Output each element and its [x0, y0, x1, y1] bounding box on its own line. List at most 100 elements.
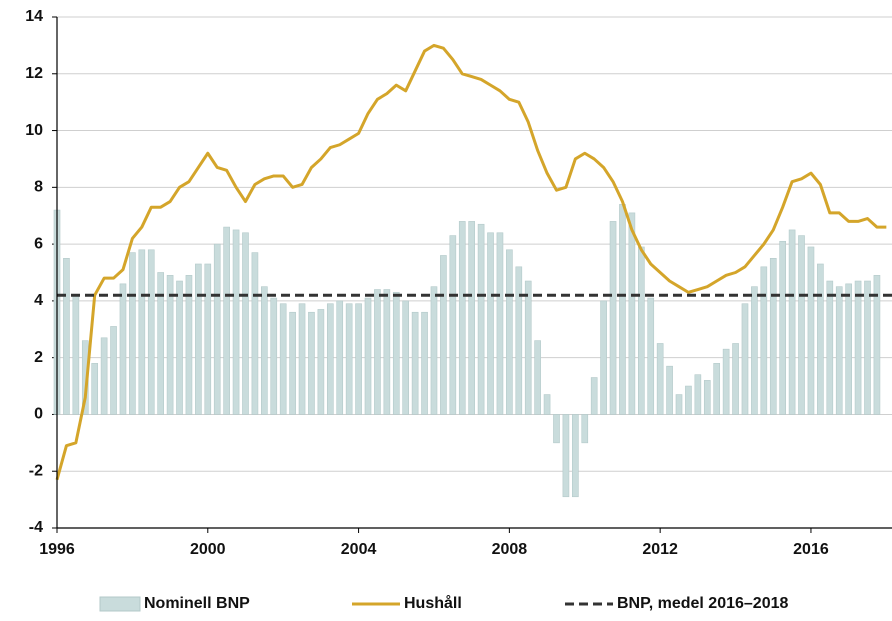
- bar: [185, 275, 193, 415]
- bar: [449, 235, 457, 415]
- bar: [91, 363, 99, 415]
- bar: [270, 297, 278, 415]
- bar: [242, 232, 249, 415]
- bar: [637, 246, 645, 415]
- bar: [854, 280, 862, 415]
- x-tick-label: 2004: [341, 541, 377, 558]
- bar: [666, 365, 673, 415]
- bar: [232, 229, 240, 415]
- y-tick-label: -4: [29, 519, 43, 536]
- bar: [100, 337, 108, 415]
- bar: [562, 414, 570, 498]
- bar: [138, 249, 146, 415]
- bar: [600, 300, 607, 415]
- y-tick-label: 0: [34, 406, 43, 423]
- bar: [769, 258, 777, 415]
- bar: [421, 311, 428, 415]
- bar: [317, 309, 325, 415]
- bar: [298, 303, 306, 415]
- bar: [496, 232, 504, 415]
- legend-swatch: [99, 596, 141, 612]
- bar: [835, 286, 843, 415]
- bar: [289, 311, 296, 415]
- x-tick-label: 2012: [642, 541, 678, 558]
- legend-label: Nominell BNP: [144, 595, 250, 612]
- bar: [364, 297, 372, 415]
- bar: [647, 297, 655, 415]
- bar: [355, 303, 362, 415]
- bar: [458, 221, 466, 415]
- bar: [279, 303, 287, 415]
- y-tick-label: 6: [34, 235, 43, 252]
- bar: [430, 286, 438, 415]
- bar: [383, 289, 391, 415]
- bar: [326, 303, 334, 415]
- bar: [157, 272, 164, 415]
- bar: [703, 380, 711, 415]
- bar: [110, 326, 117, 415]
- bar: [487, 232, 494, 415]
- bar: [506, 249, 513, 415]
- bar: [515, 266, 523, 415]
- bar: [534, 340, 541, 415]
- bar: [817, 263, 824, 415]
- bar: [402, 300, 410, 415]
- bar: [524, 280, 532, 415]
- y-tick-label: 8: [34, 179, 43, 196]
- bar: [308, 311, 315, 415]
- bar: [873, 275, 881, 415]
- bar: [166, 275, 174, 415]
- bar: [798, 235, 805, 415]
- bar: [411, 311, 419, 415]
- line: [55, 43, 887, 481]
- bar: [760, 266, 768, 415]
- bar: [468, 221, 475, 415]
- bar: [741, 303, 749, 415]
- x-tick-label: 1996: [39, 541, 75, 558]
- bar: [685, 385, 692, 415]
- bar: [845, 283, 852, 415]
- bar: [619, 204, 626, 415]
- bar: [63, 258, 70, 415]
- bar: [572, 414, 579, 498]
- bar: [176, 280, 183, 415]
- y-tick-label: 14: [25, 8, 43, 25]
- bar: [751, 286, 758, 415]
- bar: [374, 289, 381, 415]
- x-tick-label: 2008: [492, 541, 528, 558]
- legend-label: Hushåll: [404, 594, 462, 612]
- bar: [223, 226, 230, 415]
- bar: [675, 394, 683, 415]
- y-tick-label: 4: [34, 292, 43, 309]
- x-tick-label: 2016: [793, 541, 829, 558]
- bar: [543, 394, 551, 415]
- bar: [788, 229, 796, 415]
- bar: [864, 280, 871, 415]
- legend-label: BNP, medel 2016–2018: [617, 595, 788, 612]
- bar: [826, 280, 834, 415]
- bar: [722, 348, 730, 415]
- x-tick-label: 2000: [190, 541, 226, 558]
- y-tick-label: -2: [29, 462, 43, 479]
- bar: [119, 283, 127, 415]
- y-tick-label: 12: [25, 65, 43, 82]
- y-tick-label: 10: [25, 122, 43, 139]
- bar: [204, 263, 212, 415]
- bar: [345, 303, 353, 415]
- bar: [553, 414, 560, 444]
- bar: [581, 414, 589, 444]
- bar: [261, 286, 268, 415]
- bar: [392, 292, 400, 415]
- bar: [807, 246, 815, 415]
- bar: [129, 252, 136, 415]
- bar: [147, 249, 155, 415]
- bar: [477, 223, 485, 415]
- bar: [779, 240, 786, 415]
- y-tick-label: 2: [34, 349, 43, 366]
- bar: [590, 377, 598, 415]
- bar: [213, 243, 221, 415]
- bar: [72, 294, 80, 415]
- bar: [656, 343, 664, 415]
- bar: [336, 300, 344, 415]
- bar: [440, 255, 447, 415]
